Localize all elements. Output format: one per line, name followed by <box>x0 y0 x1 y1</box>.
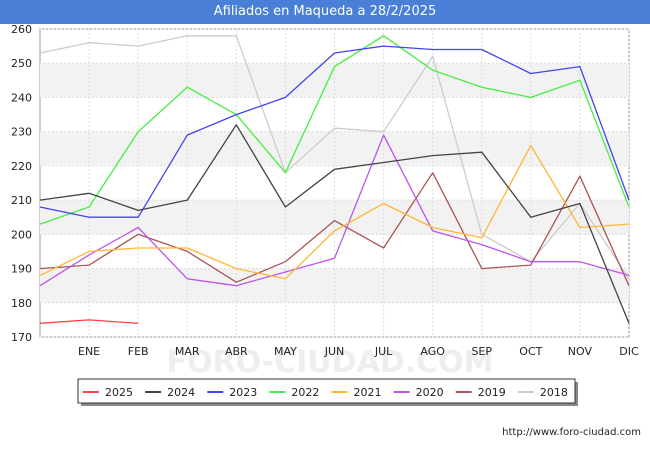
x-tick-label: SEP <box>471 345 492 358</box>
y-tick-label: 200 <box>11 228 32 241</box>
x-tick-label: JUL <box>374 345 393 358</box>
source-url[interactable]: http://www.foro-ciudad.com <box>502 427 641 438</box>
y-tick-label: 250 <box>11 57 32 70</box>
plot-band <box>40 63 629 98</box>
series-line-2021 <box>39 144 630 280</box>
axes: 170 180 190 200 210 220 230 240 250 260 ENE FEB MAR A… <box>11 23 639 358</box>
x-tick-label: JUN <box>324 345 345 358</box>
y-tick-label: 260 <box>11 23 32 36</box>
y-tick-label: 190 <box>11 263 32 276</box>
legend-label-2019[interactable]: 2019 <box>478 386 506 399</box>
y-tick-label: 210 <box>11 194 32 207</box>
x-tick-label: ABR <box>225 345 248 358</box>
x-tick-label: MAR <box>175 345 200 358</box>
x-tick-label: FEB <box>128 345 149 358</box>
y-tick-label: 240 <box>11 91 32 104</box>
x-tick-label: MAY <box>274 345 297 358</box>
series-line-2020 <box>39 134 630 287</box>
y-tick-label: 170 <box>11 331 32 344</box>
legend-label-2023[interactable]: 2023 <box>229 386 257 399</box>
legend: 2025 2024 2023 2022 2021 2020 2019 2018 <box>77 378 578 406</box>
chart-title: Afiliados en Maqueda a 28/2/2025 <box>0 0 650 24</box>
legend-box <box>77 378 576 404</box>
x-tick-label: OCT <box>519 345 542 358</box>
series-line-2023 <box>39 45 630 218</box>
legend-label-2024[interactable]: 2024 <box>167 386 195 399</box>
series-line-2019 <box>39 172 630 286</box>
x-tick-label: AGO <box>420 345 445 358</box>
x-tick-label: ENE <box>78 345 100 358</box>
x-tick-label: DIC <box>619 345 639 358</box>
series-line-2024 <box>39 124 630 324</box>
y-tick-label: 220 <box>11 160 32 173</box>
series-layer <box>39 35 630 324</box>
legend-label-2022[interactable]: 2022 <box>291 386 319 399</box>
legend-label-2025[interactable]: 2025 <box>105 386 133 399</box>
series-line-2022 <box>39 35 630 225</box>
y-tick-label: 230 <box>11 126 32 139</box>
legend-label-2021[interactable]: 2021 <box>354 386 382 399</box>
legend-label-2020[interactable]: 2020 <box>416 386 444 399</box>
series-line-2025 <box>39 319 139 324</box>
legend-label-2018[interactable]: 2018 <box>540 386 568 399</box>
watermark: FORO-CIUDAD.COM <box>167 345 494 380</box>
x-tick-label: NOV <box>568 345 593 358</box>
y-tick-label: 180 <box>11 297 32 310</box>
